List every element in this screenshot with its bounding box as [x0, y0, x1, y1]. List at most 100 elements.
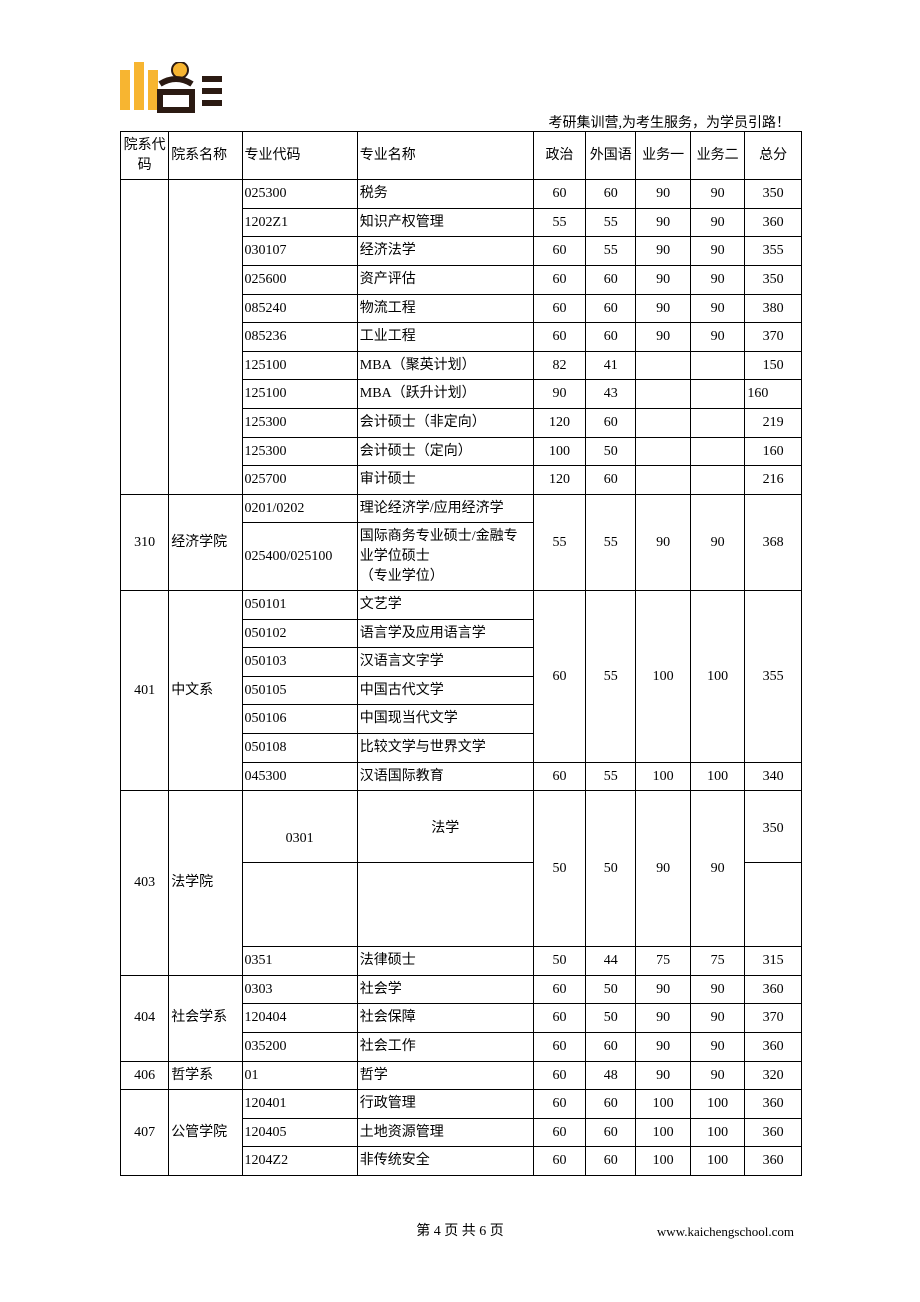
- table-cell: 90: [690, 323, 744, 352]
- table-cell: 50: [533, 791, 585, 947]
- table-cell: 100: [636, 1090, 690, 1119]
- table-cell: 90: [636, 494, 690, 590]
- table-cell: [690, 408, 744, 437]
- table-cell: 汉语国际教育: [357, 762, 533, 791]
- table-cell: 0301: [242, 791, 357, 863]
- table-cell: 60: [533, 1033, 585, 1062]
- table-cell: 035200: [242, 1033, 357, 1062]
- table-cell: 社会保障: [357, 1004, 533, 1033]
- table-cell: 60: [533, 265, 585, 294]
- table-cell: 中文系: [169, 591, 242, 791]
- table-row: 310经济学院0201/0202理论经济学/应用经济学55559090368: [121, 494, 802, 523]
- table-cell: 407: [121, 1090, 169, 1176]
- table-cell: 050102: [242, 619, 357, 648]
- table-cell: 1202Z1: [242, 208, 357, 237]
- table-cell: 公管学院: [169, 1090, 242, 1176]
- table-cell: 360: [745, 208, 802, 237]
- table-cell: 48: [586, 1061, 636, 1090]
- table-cell: 90: [690, 265, 744, 294]
- header-tagline: 考研集训营,为考生服务，为学员引路！: [549, 112, 791, 132]
- table-cell: [636, 380, 690, 409]
- table-cell: [745, 863, 802, 947]
- table-cell: 90: [636, 1061, 690, 1090]
- table-cell: 行政管理: [357, 1090, 533, 1119]
- table-cell: 100: [690, 762, 744, 791]
- table-cell: 120401: [242, 1090, 357, 1119]
- table-cell: 41: [586, 351, 636, 380]
- table-cell: 125100: [242, 380, 357, 409]
- table-cell: 知识产权管理: [357, 208, 533, 237]
- table-cell: 350: [745, 791, 802, 863]
- table-cell: 60: [533, 237, 585, 266]
- table-cell: 政治: [533, 132, 585, 180]
- table-cell: 社会工作: [357, 1033, 533, 1062]
- table-cell: 90: [636, 208, 690, 237]
- table-row: 407公管学院120401行政管理6060100100360: [121, 1090, 802, 1119]
- table-cell: 100: [690, 1147, 744, 1176]
- table-cell: 经济法学: [357, 237, 533, 266]
- table-cell: 320: [745, 1061, 802, 1090]
- table-cell: [357, 863, 533, 947]
- table-cell: 75: [690, 947, 744, 976]
- table-cell: 100: [690, 1090, 744, 1119]
- table-row: 院系代码院系名称专业代码专业名称政治外国语业务一业务二总分: [121, 132, 802, 180]
- table-cell: 100: [636, 1147, 690, 1176]
- table-cell: 总分: [745, 132, 802, 180]
- table-cell: 050101: [242, 591, 357, 620]
- table-cell: 专业代码: [242, 132, 357, 180]
- table-cell: 90: [636, 180, 690, 209]
- table-cell: 60: [533, 294, 585, 323]
- table-cell: 1204Z2: [242, 1147, 357, 1176]
- table-cell: 中国现当代文学: [357, 705, 533, 734]
- table-cell: 院系代码: [121, 132, 169, 180]
- table-cell: [636, 466, 690, 495]
- table-cell: 404: [121, 975, 169, 1061]
- table-cell: 050108: [242, 734, 357, 763]
- table-cell: 90: [690, 1061, 744, 1090]
- table-cell: 90: [690, 294, 744, 323]
- table-cell: 368: [745, 494, 802, 590]
- table-cell: 0351: [242, 947, 357, 976]
- table-cell: [242, 863, 357, 947]
- brand-logo: [120, 62, 228, 118]
- table-cell: 50: [586, 791, 636, 947]
- table-cell: 90: [636, 791, 690, 947]
- table-cell: 55: [586, 208, 636, 237]
- table-cell: 125300: [242, 408, 357, 437]
- table-cell: 50: [586, 437, 636, 466]
- table-cell: 90: [533, 380, 585, 409]
- table-cell: 085240: [242, 294, 357, 323]
- table-cell: 90: [636, 323, 690, 352]
- table-cell: 社会学系: [169, 975, 242, 1061]
- table-cell: 01: [242, 1061, 357, 1090]
- table-cell: 90: [636, 265, 690, 294]
- table-cell: 会计硕士（定向）: [357, 437, 533, 466]
- table-cell: 150: [745, 351, 802, 380]
- table-cell: 55: [586, 762, 636, 791]
- table-cell: 90: [636, 1004, 690, 1033]
- table-cell: 100: [636, 591, 690, 763]
- table-cell: 44: [586, 947, 636, 976]
- table-cell: 法律硕士: [357, 947, 533, 976]
- table-row: 406哲学系01哲学60489090320: [121, 1061, 802, 1090]
- table-cell: 60: [533, 1061, 585, 1090]
- table-cell: 401: [121, 591, 169, 791]
- table-cell: 370: [745, 323, 802, 352]
- table-cell: 90: [690, 791, 744, 947]
- table-cell: 120: [533, 466, 585, 495]
- table-cell: 60: [586, 1090, 636, 1119]
- table-cell: 60: [586, 180, 636, 209]
- table-cell: 370: [745, 1004, 802, 1033]
- table-cell: 资产评估: [357, 265, 533, 294]
- table-cell: [690, 380, 744, 409]
- table-cell: 160: [745, 380, 802, 409]
- table-cell: 120405: [242, 1118, 357, 1147]
- table-cell: 物流工程: [357, 294, 533, 323]
- table-cell: 360: [745, 1147, 802, 1176]
- table-cell: 340: [745, 762, 802, 791]
- table-cell: 90: [690, 237, 744, 266]
- table-cell: 360: [745, 1033, 802, 1062]
- table-cell: [636, 437, 690, 466]
- table-cell: 025600: [242, 265, 357, 294]
- table-cell: 160: [745, 437, 802, 466]
